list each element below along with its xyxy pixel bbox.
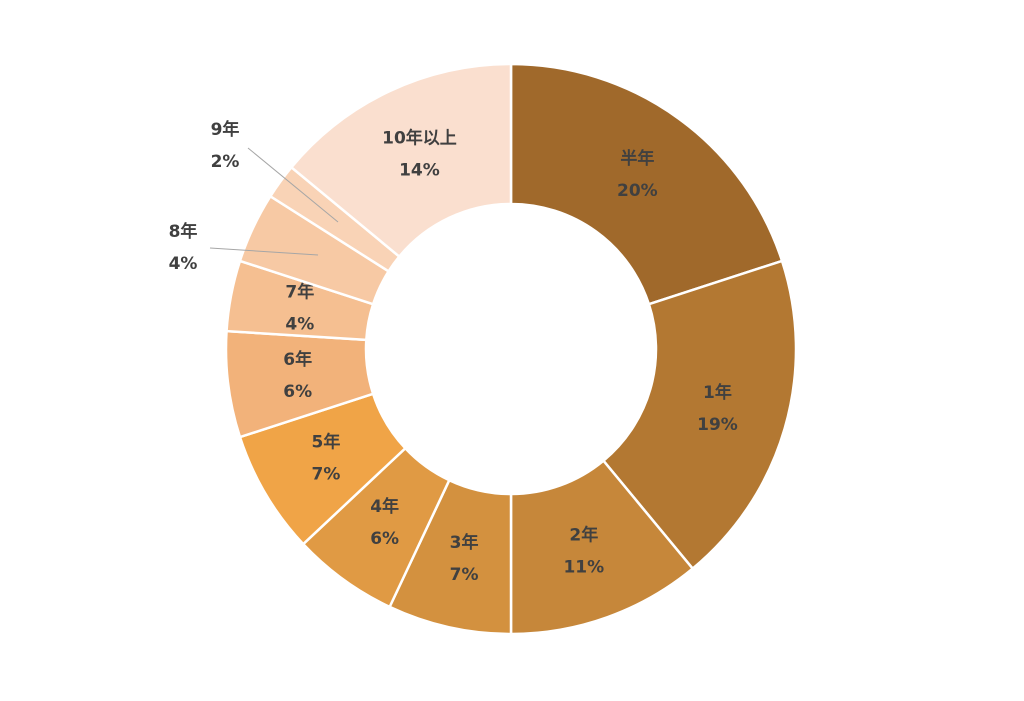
slice-label: 9年	[211, 119, 240, 140]
value-label: 11%	[563, 557, 604, 577]
value-label: 4%	[169, 254, 198, 274]
value-label: 20%	[617, 181, 658, 201]
slice-label: 4年	[370, 496, 399, 517]
slice-label: 6年	[283, 349, 312, 370]
leader-line	[209, 247, 319, 256]
value-label: 7%	[312, 464, 341, 484]
slice-label: 8年	[169, 221, 198, 242]
value-label: 14%	[399, 160, 440, 180]
slice-label: 2年	[569, 524, 598, 545]
slice	[289, 62, 513, 259]
value-label: 6%	[370, 529, 399, 549]
value-label: 4%	[285, 315, 314, 335]
slice	[509, 458, 695, 636]
slice-label: 3年	[450, 532, 479, 553]
value-label: 19%	[697, 415, 738, 435]
slice-label: 5年	[312, 431, 341, 452]
leader-line	[247, 147, 339, 223]
slice	[601, 259, 798, 571]
slice-label: 1年	[703, 382, 732, 403]
value-label: 2%	[211, 152, 240, 172]
slice-label: 10年以上	[382, 127, 457, 148]
slice-label: 7年	[285, 282, 314, 303]
value-label: 6%	[283, 382, 312, 402]
value-label: 7%	[450, 565, 479, 585]
slice	[509, 62, 784, 306]
slice-label: 半年	[620, 148, 654, 169]
